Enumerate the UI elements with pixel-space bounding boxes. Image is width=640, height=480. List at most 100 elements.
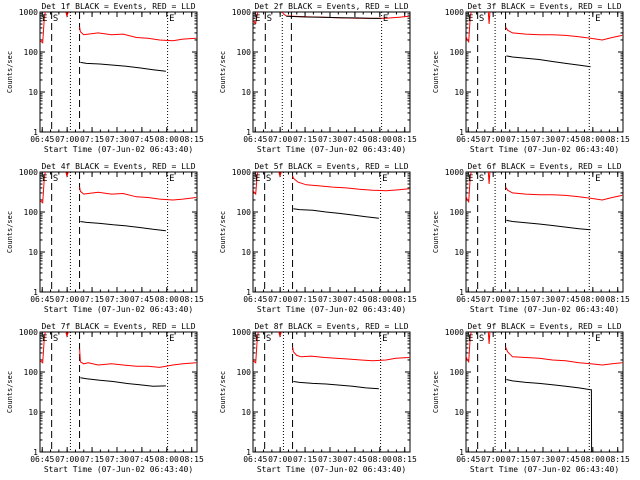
events-series-line (80, 61, 166, 72)
x-tick-label: 07:45 (556, 455, 580, 464)
x-tick-label: 08:15 (393, 455, 417, 464)
marker-label-e: E (255, 14, 260, 24)
lld-series-line (79, 187, 197, 201)
chart-title: Det 2f BLACK = Events, RED = LLD (254, 2, 408, 11)
chart-panel-2f: Det 2f BLACK = Events, RED = LLD 1 10 100 10… (219, 2, 417, 154)
plot-frame (252, 171, 411, 293)
y-tick-label: 10 (454, 88, 464, 97)
x-tick-label: 08:00 (581, 455, 605, 464)
lld-series-line (65, 12, 69, 18)
x-tick-label: 06:45 (30, 295, 54, 304)
marker-label-e: E (42, 14, 47, 24)
events-series-line (293, 208, 379, 219)
y-tick-label: 1 (459, 128, 464, 137)
y-tick-label: 10 (28, 408, 38, 417)
lld-series-line (79, 348, 197, 368)
chart-title: Det 1f BLACK = Events, RED = LLD (41, 2, 195, 11)
marker-label-e: E (383, 14, 388, 24)
chart-panel-4f: Det 4f BLACK = Events, RED = LLD 1 10 100 10… (6, 162, 204, 314)
x-tick-label: 06:45 (30, 455, 54, 464)
marker-label-s: S (479, 334, 484, 344)
x-axis-label: Start Time (07-Jun-02 06:43:40) (257, 305, 406, 314)
y-tick-label: 1000 (232, 328, 251, 337)
x-tick-label: 07:30 (318, 295, 342, 304)
plot-frame (465, 11, 624, 133)
marker-label-e: E (382, 334, 387, 344)
chart-title: Det 5f BLACK = Events, RED = LLD (254, 162, 408, 171)
y-tick-label: 1000 (19, 168, 38, 177)
lld-series-line (253, 172, 259, 196)
marker-label-e: E (42, 334, 47, 344)
x-tick-label: 06:45 (243, 135, 267, 144)
x-tick-label: 07:30 (105, 135, 129, 144)
x-tick-label: 07:15 (506, 295, 530, 304)
marker-label-s: S (53, 174, 58, 184)
chart-title: Det 8f BLACK = Events, RED = LLD (254, 322, 408, 331)
x-tick-label: 07:45 (343, 455, 367, 464)
lld-series-line (466, 172, 472, 204)
y-tick-label: 1000 (445, 168, 464, 177)
chart-panel-5f: Det 5f BLACK = Events, RED = LLD 1 10 100 10… (219, 162, 417, 314)
plot-frame (39, 331, 198, 453)
chart-title: Det 7f BLACK = Events, RED = LLD (41, 322, 195, 331)
lld-series-line (487, 172, 491, 185)
x-tick-label: 07:15 (80, 135, 104, 144)
y-tick-label: 100 (450, 368, 465, 377)
lld-series-line (292, 347, 410, 362)
marker-label-e: E (255, 174, 260, 184)
marker-label-s: S (53, 334, 58, 344)
y-axis-label: Counts/sec (432, 211, 440, 253)
y-tick-label: 100 (24, 208, 39, 217)
chart-title: Det 9f BLACK = Events, RED = LLD (467, 322, 621, 331)
x-tick-label: 07:00 (268, 135, 292, 144)
events-series-line (286, 15, 381, 19)
lld-series-line (466, 12, 472, 44)
lld-series-line (65, 172, 69, 178)
x-tick-label: 07:45 (130, 455, 154, 464)
y-tick-label: 1 (459, 288, 464, 297)
lld-series-line (40, 172, 47, 204)
y-tick-label: 1 (33, 128, 38, 137)
chart-panel-8f: Det 8f BLACK = Events, RED = LLD 1 10 100 10… (219, 322, 417, 474)
events-series-line (293, 381, 379, 390)
x-tick-label: 07:00 (55, 295, 79, 304)
x-axis-label: Start Time (07-Jun-02 06:43:40) (470, 305, 619, 314)
chart-panel-1f: Det 1f BLACK = Events, RED = LLD 1 10 100 10… (6, 2, 204, 154)
y-tick-label: 10 (454, 408, 464, 417)
y-axis-label: Counts/sec (432, 371, 440, 413)
y-tick-label: 1 (246, 128, 251, 137)
x-tick-label: 07:15 (80, 455, 104, 464)
y-axis-label: Counts/sec (6, 211, 14, 253)
events-series-line (506, 379, 593, 452)
y-axis-label: Counts/sec (432, 51, 440, 93)
marker-label-e: E (595, 334, 600, 344)
lld-series-line (65, 332, 69, 338)
x-tick-label: 07:45 (556, 135, 580, 144)
x-axis-label: Start Time (07-Jun-02 06:43:40) (257, 465, 406, 474)
x-tick-label: 07:15 (506, 135, 530, 144)
chart-panel-3f: Det 3f BLACK = Events, RED = LLD 1 10 100 10… (432, 2, 630, 154)
chart-panel-6f: Det 6f BLACK = Events, RED = LLD 1 10 100 10… (432, 162, 630, 314)
y-tick-label: 10 (454, 248, 464, 257)
y-tick-label: 1000 (232, 168, 251, 177)
x-axis-label: Start Time (07-Jun-02 06:43:40) (44, 465, 193, 474)
y-tick-label: 1 (246, 448, 251, 457)
x-tick-label: 07:30 (531, 135, 555, 144)
lld-series-line (505, 346, 623, 366)
chart-panel-9f: Det 9f BLACK = Events, RED = LLD 1 10 100 10… (432, 322, 630, 474)
plot-frame (252, 11, 411, 133)
lld-series-line (505, 186, 623, 201)
y-axis-label: Counts/sec (6, 371, 14, 413)
x-tick-label: 07:15 (293, 135, 317, 144)
lld-series-line (278, 172, 282, 178)
x-tick-label: 06:45 (243, 295, 267, 304)
y-tick-label: 100 (24, 48, 39, 57)
y-tick-label: 1000 (445, 328, 464, 337)
y-tick-label: 100 (450, 48, 465, 57)
y-axis-label: Counts/sec (219, 51, 227, 93)
x-tick-label: 08:00 (155, 135, 179, 144)
chart-title: Det 3f BLACK = Events, RED = LLD (467, 2, 621, 11)
x-tick-label: 06:45 (456, 135, 480, 144)
x-tick-label: 08:15 (180, 135, 204, 144)
marker-label-e: E (169, 334, 174, 344)
